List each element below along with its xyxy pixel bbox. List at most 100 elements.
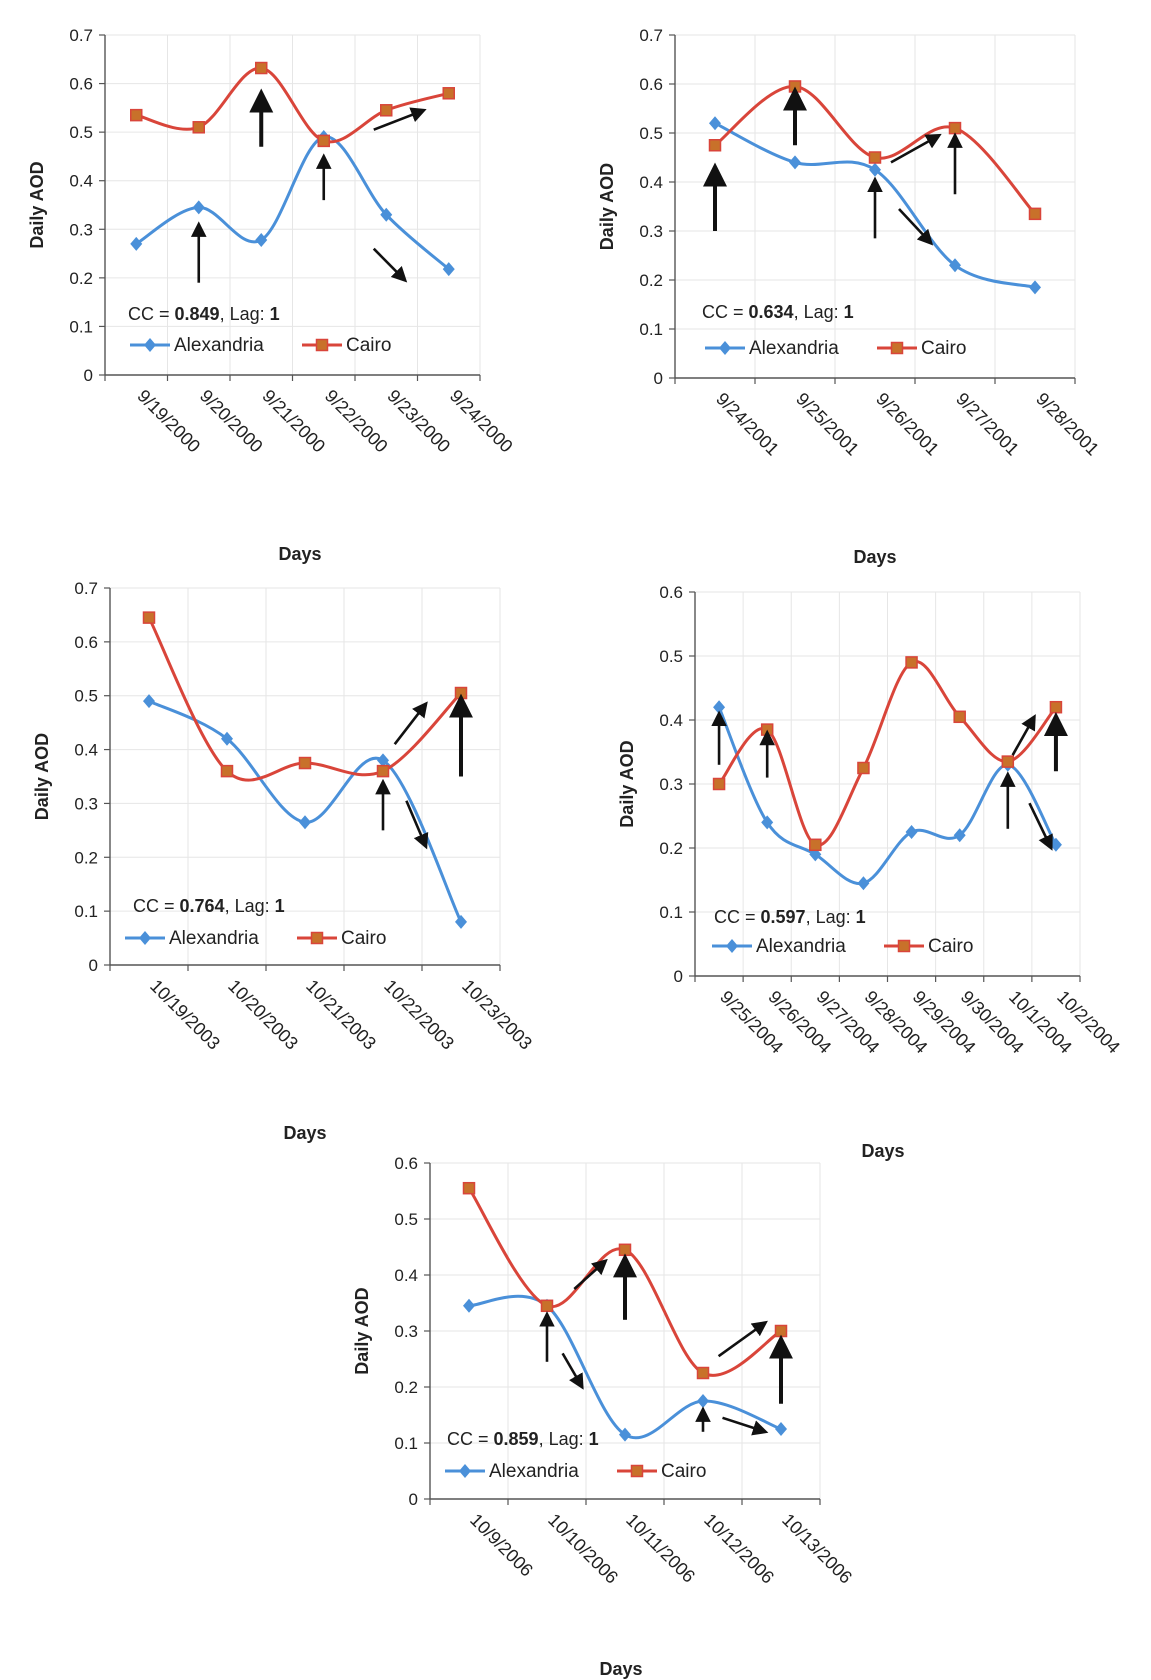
x-tick-label: 9/19/2000: [133, 386, 204, 457]
annotation-arrow: [393, 701, 428, 745]
data-point-cairo: [905, 656, 918, 669]
data-point-cairo: [868, 151, 882, 164]
legend-label-cairo: Cairo: [661, 1461, 706, 1482]
y-axis-title: Daily AOD: [352, 1287, 372, 1374]
data-point-alexandria: [761, 815, 774, 830]
data-point-alexandria: [949, 258, 961, 273]
x-tick-label: 9/26/2001: [872, 389, 943, 460]
legend-label-cairo: Cairo: [928, 936, 973, 957]
data-point-cairo: [142, 611, 156, 624]
cc-annotation-sep: , Lag:: [539, 1429, 589, 1449]
annotation-arrow: [890, 133, 942, 164]
data-point-cairo: [953, 710, 966, 724]
y-tick-label: 0.1: [659, 903, 683, 922]
data-point-cairo: [454, 686, 468, 700]
data-point-cairo: [788, 80, 802, 93]
annotation-arrow: [717, 1320, 768, 1358]
cc-annotation: CC = 0.764, Lag: 1: [133, 896, 285, 916]
cc-annotation: CC = 0.597, Lag: 1: [714, 907, 866, 927]
legend: Alexandria Cairo: [712, 936, 973, 957]
cc-annotation: CC = 0.849, Lag: 1: [128, 304, 280, 324]
annotation-arrow: [405, 800, 429, 850]
y-tick-label: 0.2: [74, 848, 98, 867]
y-tick-label: 0.2: [639, 271, 663, 290]
y-tick-label: 0.5: [69, 123, 93, 142]
legend-marker-alexandria: [726, 939, 738, 953]
data-point-cairo: [220, 764, 234, 778]
x-tick-label: 9/24/2001: [712, 389, 783, 460]
cc-annotation-lag: 1: [856, 907, 866, 927]
x-tick-label: 10/20/2003: [224, 976, 302, 1054]
x-tick-label: 10/12/2006: [700, 1510, 778, 1588]
data-point-cairo: [317, 134, 330, 148]
data-point-cairo: [809, 838, 822, 852]
x-tick-label: 10/11/2006: [622, 1510, 699, 1587]
cc-annotation-sep: , Lag:: [225, 896, 275, 916]
data-point-cairo: [857, 761, 870, 775]
legend: Alexandria Cairo: [705, 338, 966, 359]
x-tick-label: 10/10/2006: [544, 1510, 622, 1588]
data-point-alexandria: [380, 207, 393, 222]
legend-label-alexandria: Alexandria: [174, 335, 264, 356]
y-tick-label: 0.1: [69, 317, 93, 336]
annotation-arrow: [573, 1258, 608, 1290]
data-point-alexandria: [709, 116, 721, 131]
y-tick-label: 0.6: [639, 75, 663, 94]
data-point-alexandria: [857, 876, 870, 891]
y-tick-label: 0.4: [69, 172, 93, 191]
legend-marker-cairo: [890, 341, 904, 355]
y-tick-label: 0.3: [74, 794, 98, 813]
data-point-alexandria: [1049, 837, 1062, 852]
legend-label-alexandria: Alexandria: [756, 936, 846, 957]
cc-annotation-prefix: CC =: [702, 302, 749, 322]
cc-annotation-value: 0.849: [175, 304, 220, 324]
cc-annotation-lag: 1: [275, 896, 285, 916]
cc-annotation-value: 0.764: [180, 896, 225, 916]
y-tick-label: 0.3: [69, 220, 93, 239]
cc-annotation-sep: , Lag:: [806, 907, 856, 927]
cc-annotation-prefix: CC =: [133, 896, 180, 916]
x-tick-label: 9/25/2001: [792, 389, 863, 460]
y-tick-label: 0.4: [74, 741, 98, 760]
x-tick-label: 10/19/2003: [146, 976, 224, 1054]
data-point-cairo: [462, 1181, 476, 1195]
y-tick-label: 0.7: [69, 26, 93, 45]
y-tick-label: 0.5: [394, 1210, 418, 1229]
y-tick-label: 0.4: [394, 1266, 418, 1285]
cc-annotation-prefix: CC =: [447, 1429, 494, 1449]
legend: Alexandria Cairo: [125, 928, 386, 949]
series-line-alexandria: [148, 699, 463, 923]
annotation-arrow: [1011, 714, 1036, 756]
y-tick-label: 0.2: [394, 1378, 418, 1397]
annotation-arrow: [372, 247, 408, 283]
cc-annotation-lag: 1: [844, 302, 854, 322]
y-tick-label: 0.3: [659, 775, 683, 794]
x-tick-label: 9/28/2001: [1032, 389, 1103, 460]
y-tick-label: 0.3: [639, 222, 663, 241]
x-tick-label: 9/27/2001: [952, 389, 1023, 460]
data-point-cairo: [376, 764, 390, 778]
cc-annotation: CC = 0.634, Lag: 1: [702, 302, 854, 322]
data-point-alexandria: [1029, 280, 1041, 295]
data-point-alexandria: [789, 155, 801, 170]
x-axis-title: Days: [283, 1123, 326, 1143]
x-tick-label: 10/9/2006: [466, 1510, 537, 1581]
x-axis-title: Days: [278, 544, 321, 564]
chart-panel-5: 00.10.20.30.40.50.610/9/2006 10/10/2006 10…: [352, 1154, 856, 1679]
legend-label-alexandria: Alexandria: [749, 338, 839, 359]
legend-marker-cairo: [630, 1464, 644, 1478]
data-point-cairo: [1049, 700, 1063, 714]
data-point-cairo: [618, 1243, 632, 1257]
cc-annotation-value: 0.597: [761, 907, 806, 927]
y-axis-title: Daily AOD: [597, 163, 617, 250]
data-point-cairo: [948, 121, 962, 135]
data-point-cairo: [255, 61, 268, 75]
data-point-alexandria: [619, 1427, 631, 1442]
data-point-cairo: [442, 87, 455, 100]
data-point-alexandria: [255, 232, 268, 247]
cc-annotation-prefix: CC =: [714, 907, 761, 927]
data-point-cairo: [380, 104, 393, 117]
y-tick-label: 0.1: [394, 1434, 418, 1453]
data-point-cairo: [1028, 207, 1042, 221]
